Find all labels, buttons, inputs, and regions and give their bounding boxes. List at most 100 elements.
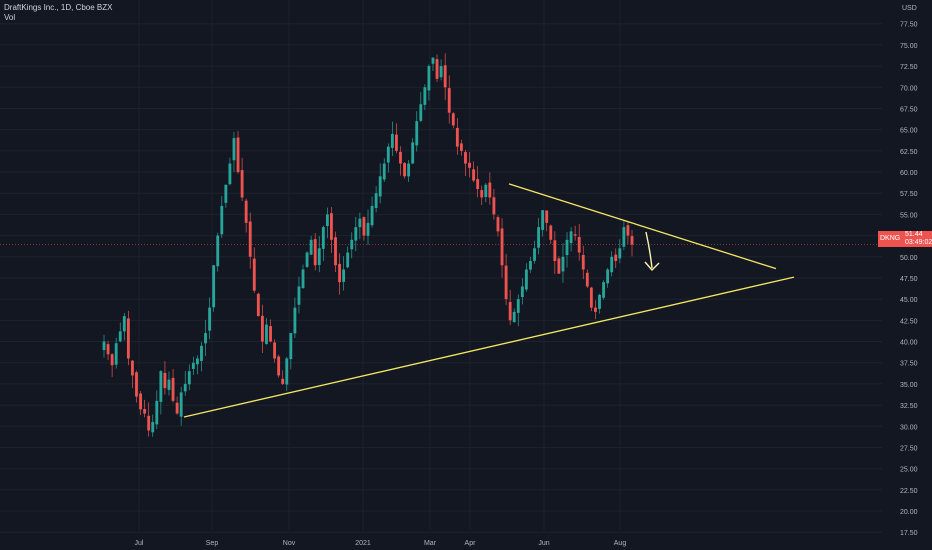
candle (492, 188, 496, 220)
candle-body (131, 360, 134, 376)
candle-body (585, 272, 589, 287)
candle (524, 263, 528, 292)
candle (248, 212, 252, 269)
candle-body (524, 269, 528, 290)
x-tick-label: Nov (283, 540, 296, 547)
candle-body (220, 205, 224, 235)
candle-body (248, 221, 252, 257)
candle (265, 317, 268, 345)
candle-body (512, 311, 516, 323)
candle (370, 196, 374, 228)
candle-body (155, 400, 159, 425)
candle-body (118, 331, 122, 342)
candle (541, 210, 545, 237)
candle (484, 183, 488, 203)
candle (374, 186, 378, 213)
candle (106, 340, 110, 361)
candle (549, 224, 553, 244)
candle-body (309, 239, 313, 255)
candle (581, 245, 585, 280)
candle-body (183, 383, 187, 392)
candle-body (216, 235, 220, 267)
candle-body (541, 210, 545, 230)
candle (224, 184, 228, 208)
candle-body (459, 143, 463, 151)
candle (594, 300, 597, 320)
candle-body (598, 294, 601, 309)
candle-body (305, 252, 309, 267)
y-axis: 17.50 20.00 22.50 25.00 27.50 30.00 32.50 35.00… (900, 5, 918, 537)
y-tick-label: 22.50 (900, 488, 918, 495)
candle (277, 354, 281, 378)
candle (480, 185, 484, 206)
candle (143, 399, 147, 418)
candle-body (297, 286, 301, 305)
legend-subtitle: Vol (4, 13, 16, 22)
candle-body (354, 227, 358, 241)
candle-body (362, 217, 366, 236)
candle (102, 334, 106, 358)
candle-body (293, 307, 297, 334)
candle-body (589, 287, 593, 308)
candle (606, 267, 610, 288)
candle-body (415, 121, 419, 146)
candle (293, 297, 297, 338)
candle-body (106, 344, 110, 355)
candle (455, 118, 459, 155)
y-tick-label: 37.50 (900, 361, 918, 368)
candle (407, 160, 411, 182)
candle-body (403, 163, 406, 177)
y-tick-label: 42.50 (900, 318, 918, 325)
candle (260, 304, 264, 353)
candle (139, 390, 142, 416)
x-tick-label: Aug (614, 540, 627, 547)
candle (366, 209, 370, 245)
candle-body (350, 239, 354, 250)
candle-body (565, 239, 569, 256)
candle (569, 227, 573, 252)
candle-body (232, 138, 236, 161)
x-tick-label: Jul (135, 540, 144, 547)
x-tick-label: 2021 (355, 540, 371, 547)
candle-body (122, 316, 126, 332)
candle (208, 297, 212, 340)
candle-body (195, 358, 199, 365)
candle-body (167, 379, 171, 390)
candle-body (411, 142, 415, 164)
candle (447, 75, 451, 124)
candle (602, 280, 605, 300)
candle (114, 337, 118, 369)
y-tick-label: 67.50 (900, 106, 918, 113)
candle-body (163, 372, 167, 389)
candle-body (317, 248, 321, 265)
candle (273, 339, 277, 363)
candle-body (289, 333, 293, 360)
candle-body (390, 133, 394, 148)
candle (342, 256, 346, 291)
candle (252, 247, 256, 293)
candle (358, 212, 362, 240)
candle (350, 232, 354, 259)
candle (167, 371, 171, 396)
candle (236, 131, 240, 174)
x-tick-label: Apr (465, 540, 477, 547)
candle-body (504, 265, 508, 300)
candle-body (594, 307, 597, 312)
candle-body (126, 318, 130, 359)
candle-body (321, 227, 325, 249)
candle-body (325, 214, 329, 227)
candle (427, 64, 431, 101)
candle (386, 143, 390, 173)
candle-body (395, 134, 398, 151)
candle (411, 137, 415, 164)
candle (204, 319, 207, 356)
candle (163, 360, 167, 395)
candle (553, 231, 557, 275)
candle-body (399, 151, 402, 164)
candle-body (516, 299, 520, 313)
candle (183, 370, 187, 396)
x-tick-label: Mar (424, 540, 437, 547)
y-tick-label: 70.00 (900, 85, 918, 92)
